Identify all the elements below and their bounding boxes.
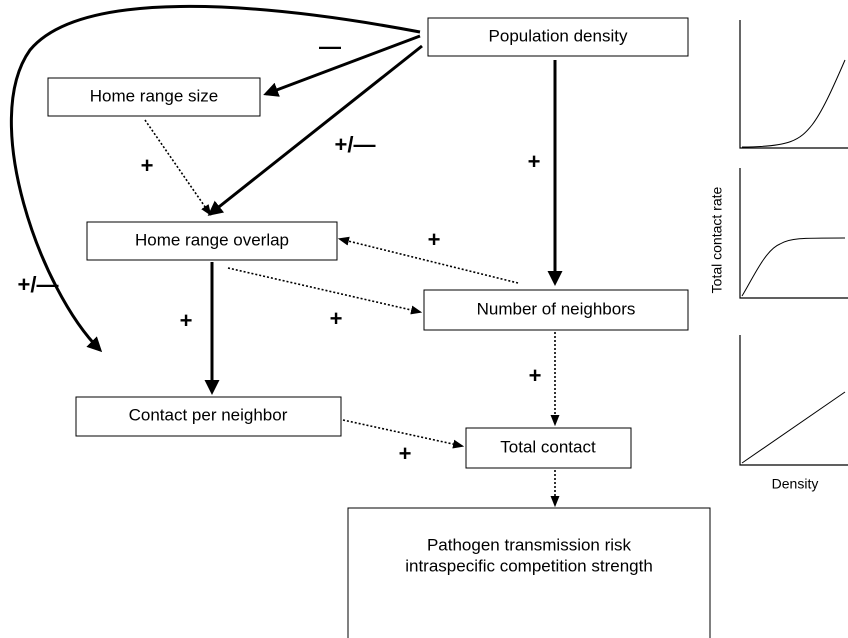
edge (9, 4, 421, 353)
node: Total contact (465, 427, 632, 469)
node: Home range overlap (86, 221, 338, 261)
edge-label: + (428, 227, 441, 252)
edge (342, 419, 465, 449)
edge (337, 236, 519, 284)
edge-label: + (180, 308, 193, 333)
node-label: Contact per neighbor (129, 405, 288, 424)
node-label: Total contact (500, 437, 596, 456)
curve (741, 237, 846, 297)
axis-label: Total contact rate (709, 186, 725, 293)
axis-label: Density (772, 476, 819, 492)
edge-label: + (529, 363, 542, 388)
curve (741, 59, 846, 148)
node-label: Population density (489, 26, 628, 45)
edge (227, 267, 423, 315)
node: Population density (427, 17, 689, 57)
side-panel: Total contact rate Density (709, 20, 848, 492)
curve (741, 391, 846, 464)
node-label: Home range overlap (135, 230, 289, 249)
node-label: Home range size (90, 86, 219, 105)
edge-label: + (528, 149, 541, 174)
edge (263, 34, 421, 97)
node: Home range size (47, 77, 261, 117)
edge-label: +/— (335, 132, 376, 157)
edge-label: + (399, 441, 412, 466)
node: Number of neighbors (423, 289, 689, 331)
axis (739, 20, 848, 149)
node-label: Pathogen transmission risk (427, 535, 632, 554)
edge (144, 119, 212, 216)
edge-label: — (319, 34, 341, 59)
node-label: Number of neighbors (477, 299, 636, 318)
edge-label: + (141, 153, 154, 178)
edge-label: + (330, 306, 343, 331)
node: Contact per neighbor (75, 396, 342, 437)
axis (739, 335, 848, 466)
node-label: intraspecific competition strength (405, 556, 653, 575)
node: Pathogen transmission risk intraspecific… (347, 507, 711, 638)
edge (207, 44, 423, 216)
edge-label: +/— (18, 272, 59, 297)
axis (739, 168, 848, 299)
